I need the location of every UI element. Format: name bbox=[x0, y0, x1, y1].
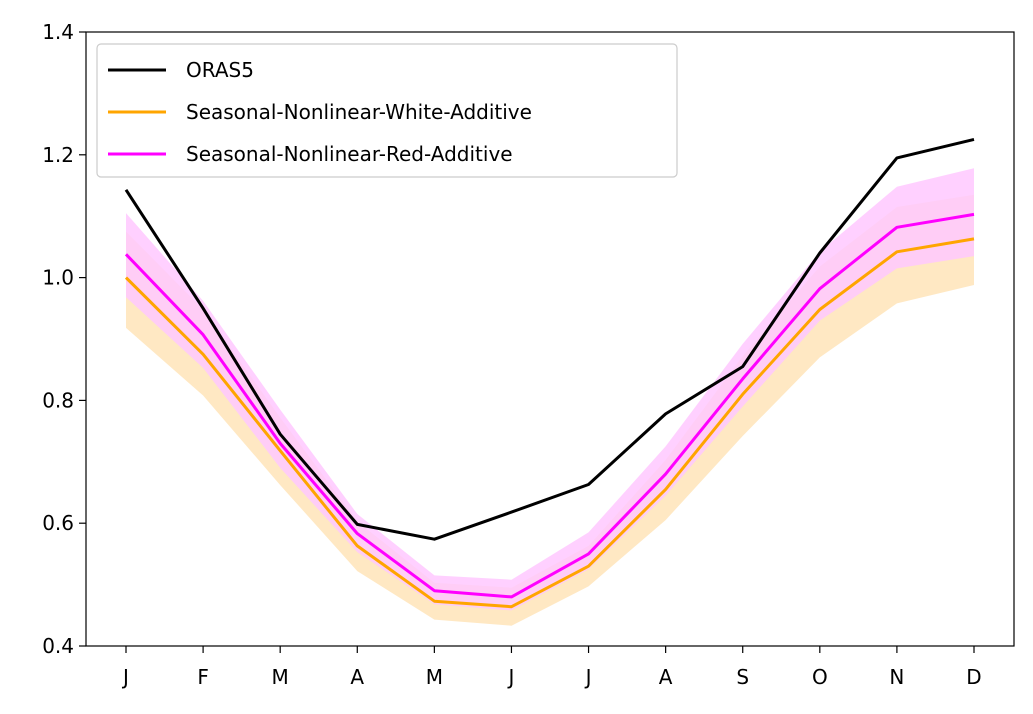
legend-label: Seasonal-Nonlinear-White-Additive bbox=[186, 100, 532, 124]
y-tick-label: 1.2 bbox=[42, 143, 74, 167]
uncertainty-bands bbox=[126, 168, 974, 626]
y-tick-label: 0.8 bbox=[42, 388, 74, 412]
x-tick-label: J bbox=[507, 665, 515, 689]
plot-area-frame bbox=[85, 31, 1015, 647]
x-tick-label: M bbox=[272, 665, 289, 689]
line-series-1 bbox=[124, 237, 975, 609]
x-tick-label: J bbox=[584, 665, 592, 689]
x-tick-label: N bbox=[889, 665, 904, 689]
x-tick-label: S bbox=[736, 665, 749, 689]
y-tick-label: 1.4 bbox=[42, 20, 74, 44]
legend: ORAS5 Seasonal-Nonlinear-White-Additive Se… bbox=[96, 43, 678, 178]
legend-label: Seasonal-Nonlinear-Red-Additive bbox=[186, 142, 513, 166]
legend-box bbox=[96, 43, 678, 178]
x-tick-label: A bbox=[659, 665, 673, 689]
series-lines bbox=[124, 137, 975, 609]
line-series-2 bbox=[124, 212, 975, 599]
y-tick-label: 0.4 bbox=[42, 634, 74, 658]
y-tick-label: 0.6 bbox=[42, 511, 74, 535]
x-tick-label: A bbox=[350, 665, 364, 689]
legend-label: ORAS5 bbox=[186, 58, 254, 82]
x-tick-label: O bbox=[812, 665, 828, 689]
line-series-0 bbox=[124, 137, 975, 541]
x-tick-label: F bbox=[197, 665, 209, 689]
y-tick-label: 1.0 bbox=[42, 266, 74, 290]
x-tick-label: J bbox=[121, 665, 129, 689]
y-axis: 0.4 0.6 0.8 1.0 1.2 1.4 bbox=[42, 20, 86, 658]
x-tick-label: D bbox=[966, 665, 981, 689]
x-tick-label: M bbox=[426, 665, 443, 689]
